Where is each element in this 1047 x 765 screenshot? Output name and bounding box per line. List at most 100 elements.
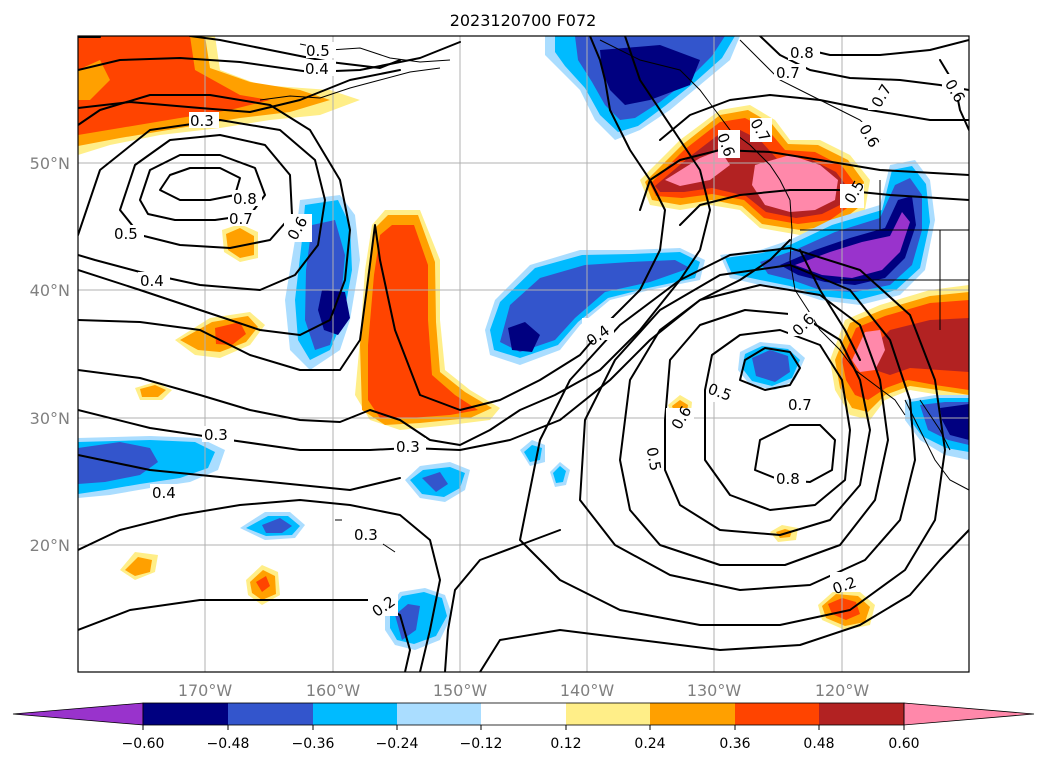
contour-label: 0.5 — [643, 446, 665, 473]
colorbar: −0.60 −0.48 −0.36 −0.24 −0.12 0.12 0.24 … — [12, 702, 1035, 752]
contour-line — [78, 41, 461, 73]
coastline-bc — [739, 39, 881, 141]
contour-line — [78, 94, 351, 336]
contour-label: 0.4 — [305, 60, 329, 78]
contour-line — [519, 247, 946, 626]
contour-line — [659, 94, 969, 141]
colorbar-tick-label: 0.12 — [550, 736, 581, 752]
contour-line — [759, 36, 969, 91]
colorbar-tick-label: 0.48 — [803, 736, 834, 752]
colorbar-tick-label: 0.36 — [719, 736, 750, 752]
state-borders — [800, 180, 969, 330]
contour-line — [444, 529, 561, 672]
contour-line — [78, 239, 791, 451]
contour-line — [639, 149, 969, 211]
warm-area-171w — [125, 557, 152, 576]
colorbar-tick-label: −0.48 — [207, 736, 250, 752]
lon-label: 160°W — [306, 681, 361, 700]
contour-label: 0.3 — [190, 112, 214, 130]
lon-label: 140°W — [560, 681, 615, 700]
colorbar-extend-high — [903, 702, 1035, 726]
colorbar-tick-label: −0.60 — [122, 736, 165, 752]
colorbar-tick-label: −0.36 — [292, 736, 335, 752]
contour-label: 0.3 — [204, 426, 228, 444]
cold-area-126w — [752, 350, 790, 382]
colorbar-segment — [735, 703, 819, 725]
contour-label: 0.3 — [354, 526, 378, 544]
warm-area-152w — [368, 225, 478, 418]
cold-area-small — [553, 466, 566, 483]
colorbar-extend-low — [12, 702, 144, 726]
lon-label: 120°W — [815, 681, 870, 700]
cold-area-small — [395, 604, 420, 640]
contour-label-group: 0.5 0.4 0.3 0.8 0.7 0.6 0.5 0.4 0.3 0.4 … — [112, 42, 969, 621]
contour-line — [799, 249, 861, 361]
lat-label: 20°N — [30, 536, 70, 555]
colorbar-segment — [819, 703, 904, 725]
contour-line — [139, 154, 266, 221]
cold-area-small — [422, 472, 448, 492]
colorbar-ticks — [142, 725, 905, 730]
contour-label: 0.3 — [396, 438, 420, 456]
lat-label: 40°N — [30, 281, 70, 300]
cold-area-mexico — [940, 404, 969, 440]
contour-label: 0.8 — [790, 44, 814, 62]
contour-line — [619, 284, 889, 566]
colorbar-segment — [143, 703, 228, 725]
warm-area-168w-north — [226, 228, 254, 258]
contour-label: 0.4 — [152, 484, 176, 502]
colorbar-tick-label: −0.12 — [460, 736, 503, 752]
colorbar-segment — [313, 703, 397, 725]
map-frame — [77, 35, 970, 673]
contour-line — [739, 347, 801, 391]
contour-line — [159, 167, 241, 201]
colorbar-segment — [228, 703, 313, 725]
warm-area-nw — [78, 60, 110, 100]
contour-line — [664, 309, 871, 536]
contour-label: 0.5 — [114, 225, 138, 243]
colorbar-segment — [566, 703, 650, 725]
contour-line — [78, 599, 411, 672]
contour-line — [704, 329, 851, 511]
colorbar-tick-label: 0.60 — [888, 736, 919, 752]
warm-area-174w — [140, 385, 166, 397]
map-title: 2023120700 F072 — [450, 11, 597, 30]
lon-label: 130°W — [687, 681, 742, 700]
latitude-labels: 50°N 40°N 30°N 20°N — [30, 154, 70, 555]
coastline-alaska-panhandle — [599, 39, 791, 201]
cold-area-small — [262, 518, 292, 533]
contour-line — [479, 529, 969, 672]
cold-area-gulf-alaska — [600, 45, 700, 105]
contour-line — [78, 499, 441, 672]
contour-line — [119, 134, 293, 249]
lon-label: 150°W — [433, 681, 488, 700]
contour-line — [78, 36, 666, 411]
cold-area-140w — [508, 322, 540, 352]
contour-label: 0.4 — [140, 272, 164, 290]
colorbar-outline — [142, 702, 905, 726]
colorbar-tick-label: −0.24 — [376, 736, 419, 752]
contour-label: 0.8 — [776, 470, 800, 488]
warm-area-168w — [215, 322, 246, 345]
contour-lines — [78, 36, 969, 672]
colorbar-segment — [650, 703, 735, 725]
contour-line — [78, 36, 711, 446]
contour-line — [78, 454, 401, 491]
warm-area-120w-south — [828, 598, 860, 620]
lat-label: 50°N — [30, 154, 70, 173]
contour-line — [679, 189, 969, 226]
longitude-labels: 170°W 160°W 150°W 140°W 130°W 120°W — [178, 681, 870, 700]
map-content: 0.5 0.4 0.3 0.8 0.7 0.6 0.5 0.4 0.3 0.4 … — [78, 36, 969, 672]
lat-label: 30°N — [30, 409, 70, 428]
contour-line — [579, 264, 916, 591]
cold-area-160w — [318, 290, 350, 335]
contour-label: 0.8 — [233, 190, 257, 208]
warm-area-165w — [256, 576, 270, 592]
colorbar-segment — [397, 703, 481, 725]
colorbar-tick-label: 0.24 — [634, 736, 665, 752]
contour-label: 0.7 — [229, 210, 253, 228]
coastline-baja — [904, 399, 969, 491]
cold-area-nw-us — [795, 212, 910, 278]
contour-line — [78, 36, 401, 69]
